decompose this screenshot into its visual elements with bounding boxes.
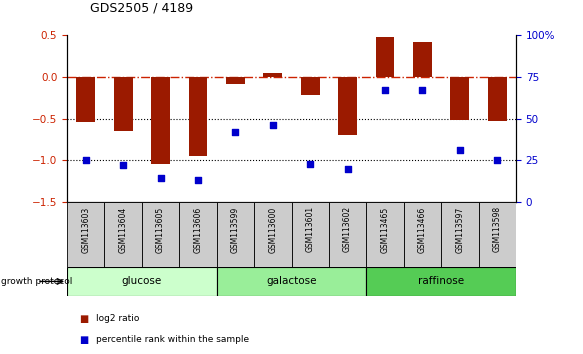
Bar (67, 267, 217, 296)
Bar (366, 267, 516, 296)
Point (343, 166, 352, 171)
Point (493, 157, 502, 163)
Bar (114, 77, 132, 131)
Point (305, 161, 315, 166)
Bar (488, 77, 507, 121)
Text: growth protocol: growth protocol (1, 277, 72, 286)
Point (455, 147, 465, 153)
Text: GSM113465: GSM113465 (381, 206, 389, 253)
Bar (217, 202, 254, 267)
Text: GSM113605: GSM113605 (156, 206, 165, 253)
Text: GSM113604: GSM113604 (119, 206, 128, 253)
Bar (104, 202, 142, 267)
Text: GSM113603: GSM113603 (81, 206, 90, 253)
Text: GSM113598: GSM113598 (493, 206, 502, 252)
Bar (451, 77, 469, 120)
Bar (226, 77, 245, 84)
Bar (254, 202, 292, 267)
Point (118, 162, 128, 168)
Text: GSM113606: GSM113606 (194, 206, 202, 253)
Text: GSM113599: GSM113599 (231, 206, 240, 253)
Text: raffinose: raffinose (418, 276, 464, 286)
Text: ■: ■ (79, 335, 88, 345)
Bar (292, 202, 329, 267)
Bar (441, 202, 479, 267)
Text: ■: ■ (79, 314, 88, 324)
Text: glucose: glucose (122, 276, 162, 286)
Text: log2 ratio: log2 ratio (96, 314, 139, 323)
Bar (338, 77, 357, 135)
Point (231, 129, 240, 135)
Bar (413, 42, 432, 77)
Point (268, 122, 278, 128)
Bar (479, 202, 516, 267)
Bar (217, 267, 366, 296)
Text: percentile rank within the sample: percentile rank within the sample (96, 335, 250, 344)
Bar (151, 77, 170, 164)
Text: GSM113597: GSM113597 (455, 206, 464, 253)
Bar (142, 202, 180, 267)
Bar (179, 202, 217, 267)
Bar (375, 37, 394, 77)
Point (194, 177, 203, 183)
Point (380, 87, 389, 93)
Bar (329, 202, 366, 267)
Text: GSM113602: GSM113602 (343, 206, 352, 252)
Bar (264, 73, 282, 77)
Bar (366, 202, 403, 267)
Point (81, 157, 90, 163)
Bar (189, 77, 208, 156)
Text: GSM113600: GSM113600 (268, 206, 278, 253)
Bar (76, 77, 95, 122)
Text: GSM113601: GSM113601 (305, 206, 315, 252)
Point (156, 176, 165, 181)
Bar (67, 202, 104, 267)
Text: galactose: galactose (266, 276, 317, 286)
Text: GSM113466: GSM113466 (418, 206, 427, 253)
Point (418, 87, 427, 93)
Bar (403, 202, 441, 267)
Text: GDS2505 / 4189: GDS2505 / 4189 (90, 1, 194, 14)
Bar (301, 77, 319, 95)
